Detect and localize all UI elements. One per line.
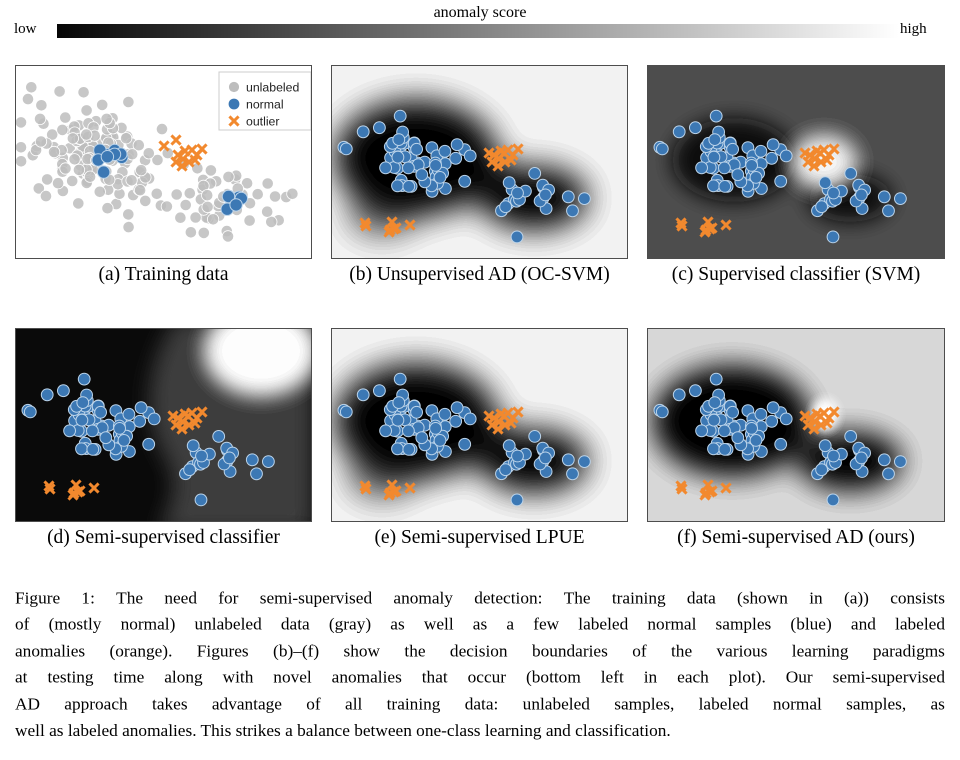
svg-text:normal: normal	[246, 98, 284, 112]
svg-text:outlier: outlier	[246, 115, 280, 129]
svg-text:unlabeled: unlabeled	[246, 81, 299, 95]
